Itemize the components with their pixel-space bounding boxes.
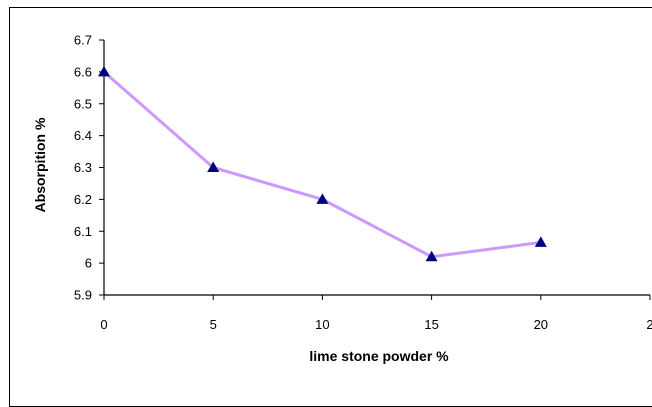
data-point (316, 193, 329, 204)
x-axis-title: lime stone powder % (309, 348, 449, 364)
y-tick-labels: 5.9 6 6.1 6.2 6.3 6.4 6.5 6.6 6.7 (74, 33, 92, 303)
x-tick-label: 10 (315, 317, 329, 332)
x-tick-labels: 0 5 10 15 20 2 (100, 317, 652, 332)
chart-frame (9, 7, 652, 407)
data-point (207, 161, 220, 172)
y-tick-label: 6.6 (74, 64, 92, 79)
y-tick-label: 6.1 (74, 224, 92, 239)
x-tick-label: 20 (534, 317, 548, 332)
axes (99, 39, 651, 300)
x-tick-label: 15 (424, 317, 438, 332)
data-point (98, 65, 110, 77)
chart: 5.9 6 6.1 6.2 6.3 6.4 6.5 6.6 6.7 0 5 10 15 20 2 Abso… (32, 33, 652, 365)
y-tick-label: 6.2 (74, 192, 92, 207)
y-tick-label: 6.7 (74, 33, 92, 48)
y-tick-label: 6.4 (74, 128, 92, 143)
y-tick-label: 6 (85, 256, 92, 271)
x-tick-label: 2 (646, 317, 652, 332)
series-group (98, 65, 547, 262)
x-tick-label: 5 (210, 317, 217, 332)
y-tick-label: 6.3 (74, 160, 92, 175)
y-tick-label: 6.5 (74, 96, 92, 111)
y-axis-title: Absorpition % (32, 117, 48, 212)
data-point (425, 250, 438, 262)
series-line (103, 70, 541, 259)
x-tick-label: 0 (100, 317, 107, 332)
y-tick-label: 5.9 (74, 288, 92, 303)
data-point (534, 236, 547, 247)
